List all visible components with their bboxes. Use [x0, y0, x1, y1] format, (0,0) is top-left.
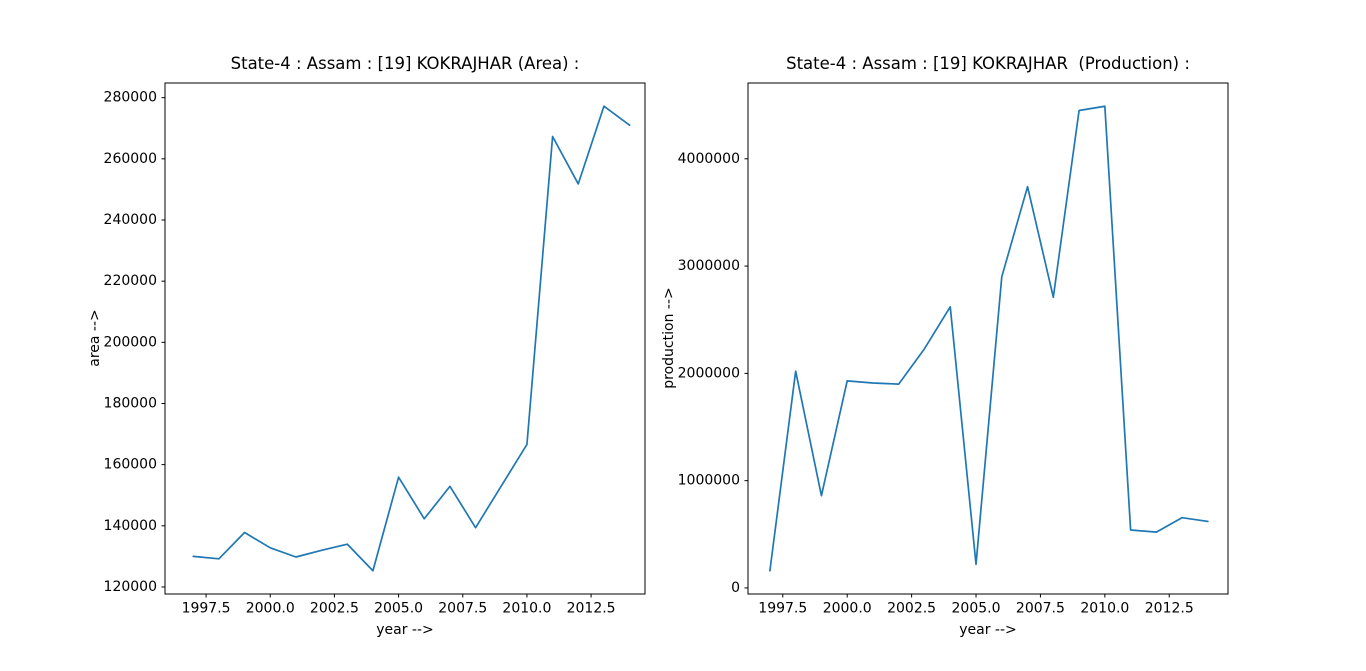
production-x-tick-label: 2000.0 [823, 601, 872, 617]
area-y-tick-label: 120000 [104, 579, 157, 595]
production-chart-title: State-4 : Assam : [19] KOKRAJHAR (Produc… [786, 54, 1190, 73]
area-chart-xaxis-label: year --> [376, 622, 434, 638]
production-plot-frame [747, 82, 1229, 595]
production-x-tick-label: 2007.5 [1016, 601, 1065, 617]
production-x-tick-label: 1997.5 [758, 601, 807, 617]
area-plot-frame [164, 82, 646, 595]
area-x-tick-label: 2007.5 [438, 601, 487, 617]
production-y-tick-label: 1000000 [678, 473, 740, 489]
production-y-tick-label: 4000000 [678, 151, 740, 167]
production-chart-xaxis-label: year --> [959, 622, 1017, 638]
area-y-tick-label: 140000 [104, 518, 157, 534]
area-y-tick-label: 280000 [104, 90, 157, 106]
production-y-tick-label: 3000000 [678, 258, 740, 274]
area-x-tick-label: 2010.0 [502, 601, 551, 617]
production-x-tick-label: 2005.0 [952, 601, 1001, 617]
area-x-tick-label: 2005.0 [374, 601, 423, 617]
area-data-line [192, 105, 631, 572]
area-y-tick-label: 180000 [104, 395, 157, 411]
area-y-tick-label: 200000 [104, 334, 157, 350]
production-x-tick-label: 2002.5 [887, 601, 936, 617]
area-y-tick-label: 220000 [104, 273, 157, 289]
production-x-tick-label: 2012.5 [1145, 601, 1194, 617]
area-x-tick-label: 2012.5 [567, 601, 616, 617]
area-y-tick-label: 240000 [104, 212, 157, 228]
production-data-line [769, 105, 1209, 572]
area-y-tick-label: 160000 [104, 457, 157, 473]
area-x-tick-label: 2000.0 [246, 601, 295, 617]
production-y-tick-label: 0 [731, 580, 740, 596]
production-y-tick-label: 2000000 [678, 365, 740, 381]
area-chart-title: State-4 : Assam : [19] KOKRAJHAR (Area) … [230, 54, 580, 73]
area-x-tick-label: 2002.5 [310, 601, 359, 617]
area-y-tick-label: 260000 [104, 151, 157, 167]
production-x-tick-label: 2010.0 [1080, 601, 1129, 617]
area-x-tick-label: 1997.5 [182, 601, 231, 617]
